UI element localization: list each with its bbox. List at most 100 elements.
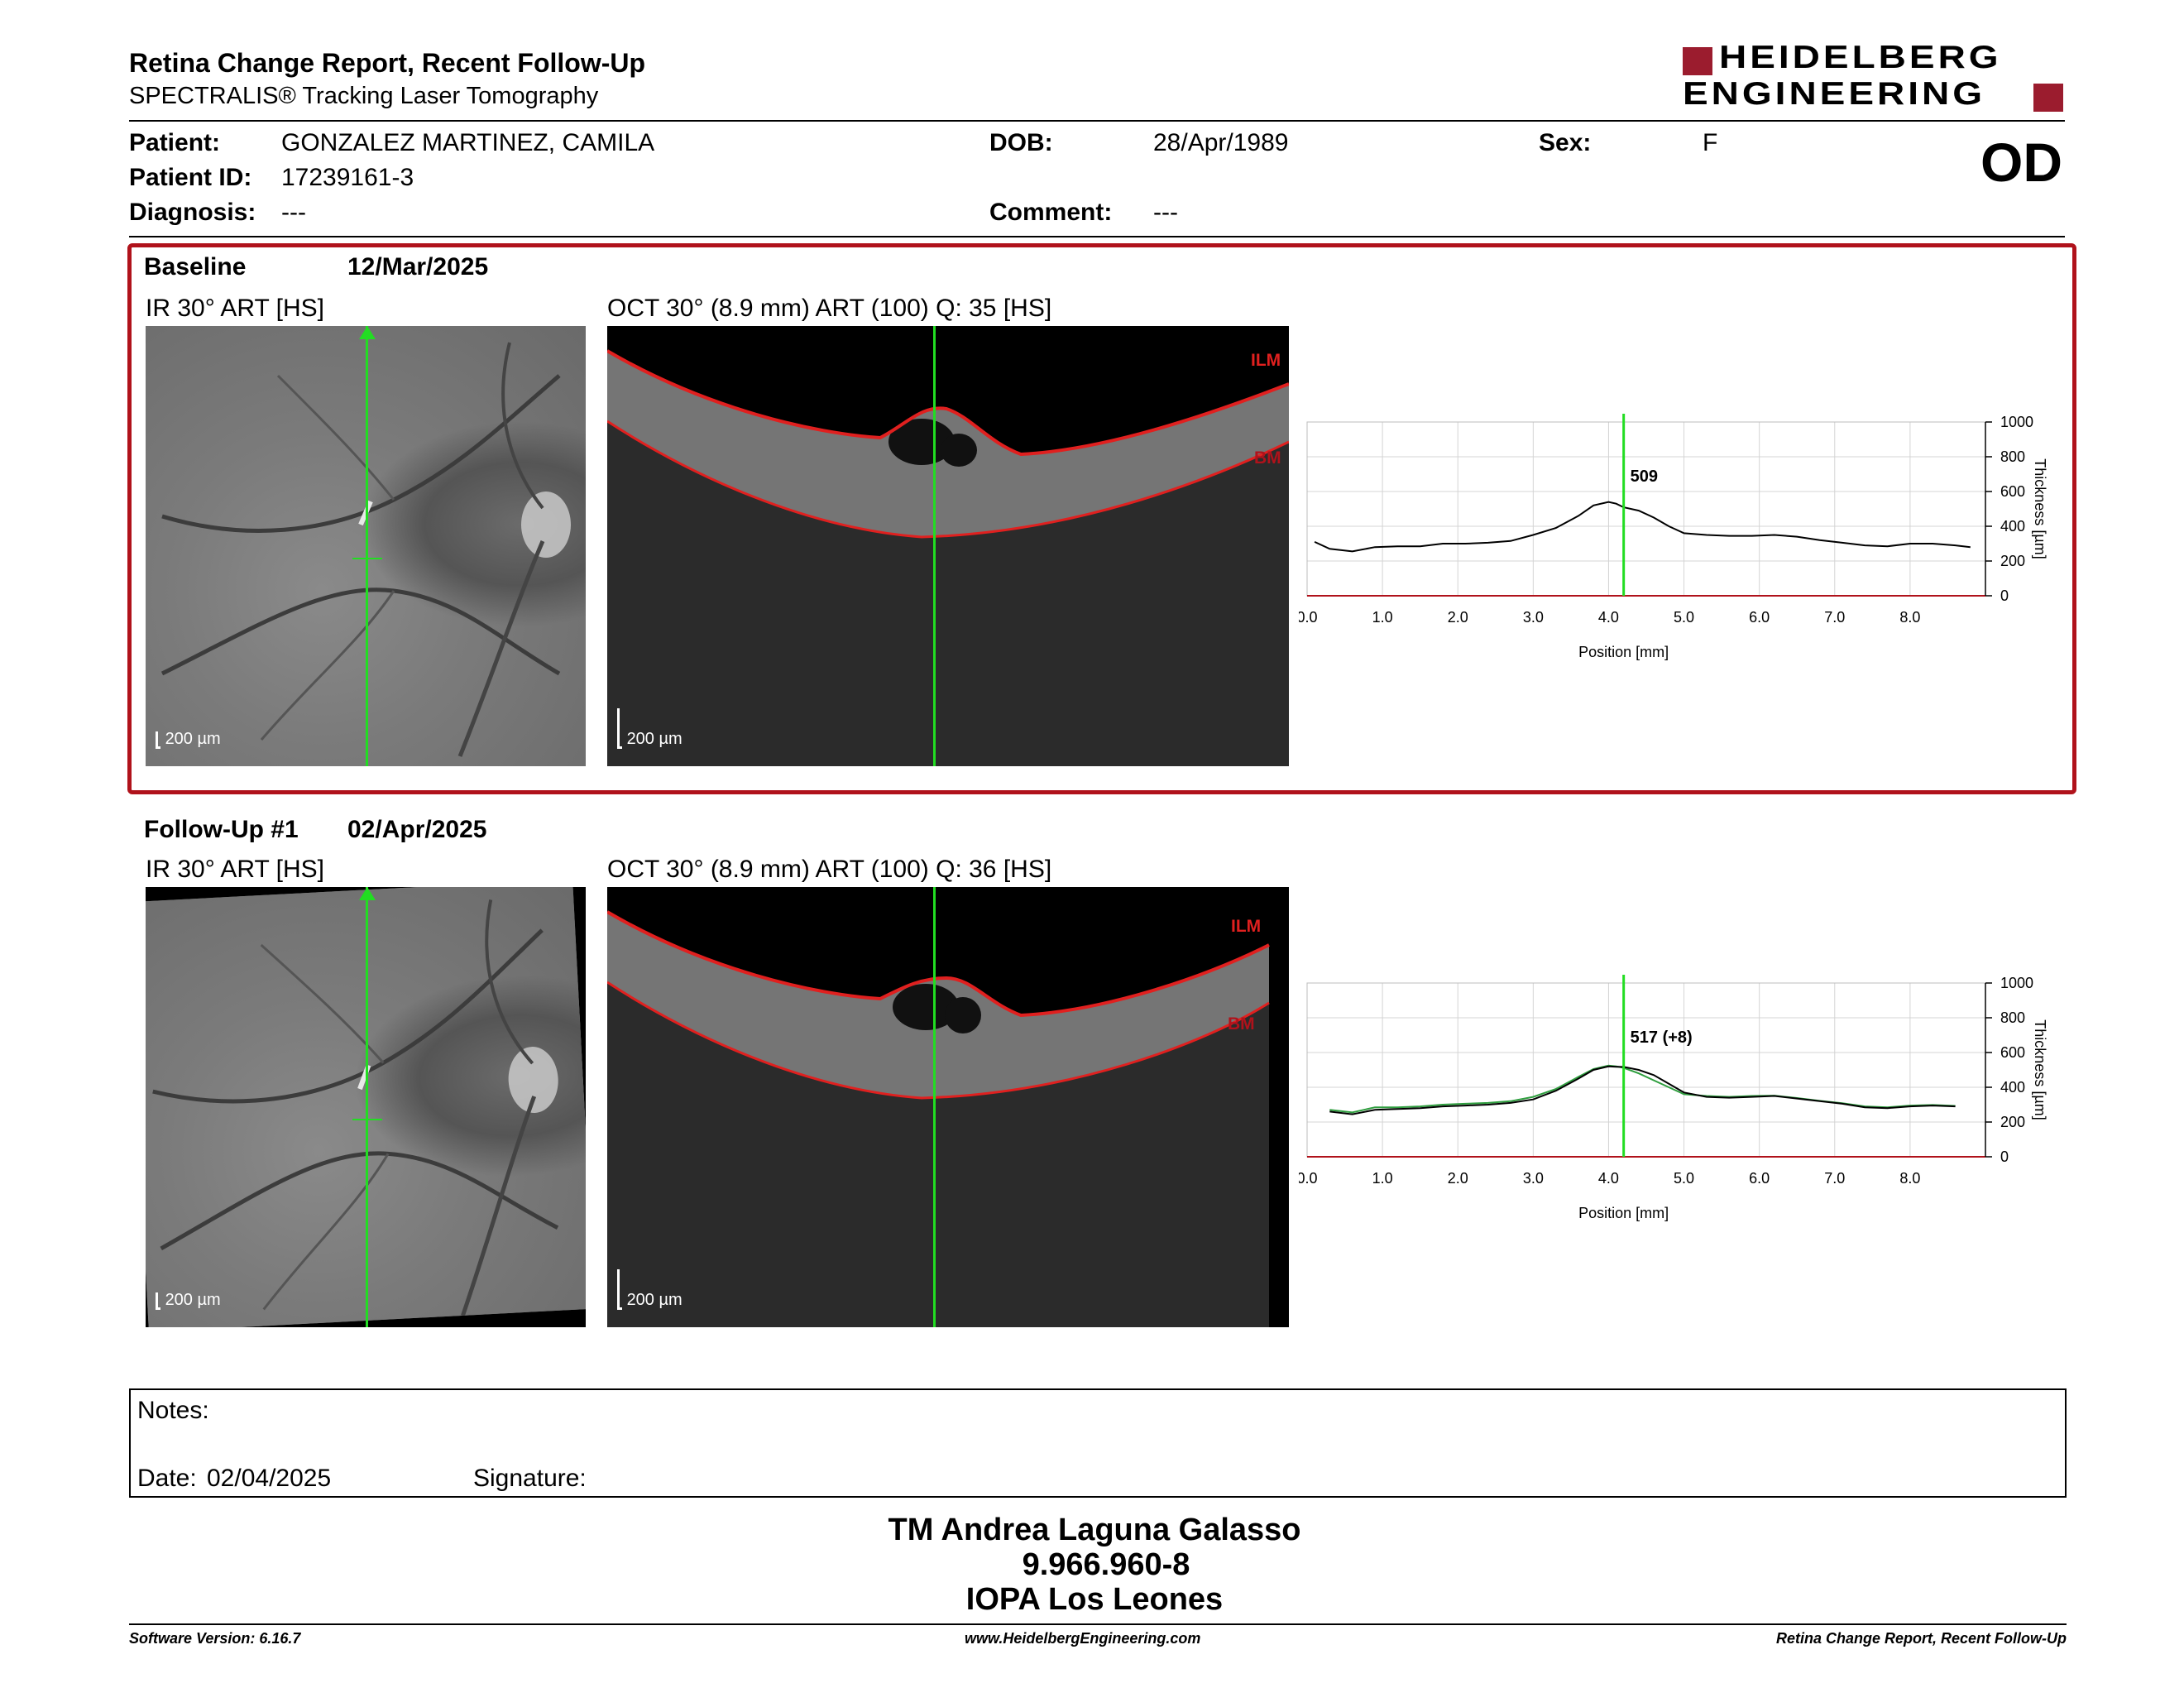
- followup-ir-rotated-fundus: [146, 887, 586, 1327]
- baseline-chart-ytick-label: 400: [2000, 518, 2025, 535]
- followup-thickness-chart: 0 200 400 600 800 1000 0.0 1.0 2.0 3.0 4.0 5.0 6.0 7.…: [1299, 975, 2048, 1221]
- baseline-fundus-vessels: [160, 342, 571, 757]
- baseline-chart-xtick-label: 6.0: [1749, 609, 1770, 626]
- followup-date: 02/Apr/2025: [347, 816, 487, 843]
- followup-chart-xtick-label: 4.0: [1598, 1170, 1619, 1187]
- baseline-chart-xtick-label: 5.0: [1674, 609, 1694, 626]
- footer-divider: [129, 1623, 2067, 1625]
- footer-website-link[interactable]: www.HeidelbergEngineering.com: [965, 1630, 1201, 1647]
- followup-oct-image[interactable]: ILM BM 200 µm: [607, 887, 1289, 1327]
- patient-id-label: Patient ID:: [129, 164, 252, 191]
- baseline-fovea-marker: [352, 558, 382, 559]
- report-title: Retina Change Report, Recent Follow-Up: [129, 48, 646, 78]
- patient-divider: [129, 236, 2065, 237]
- followup-ir-title: IR 30° ART [HS]: [146, 856, 324, 883]
- followup-ir-scan-arrow: [359, 887, 376, 900]
- eye-label: OD: [1980, 132, 2062, 193]
- baseline-chart-xtick-label: 3.0: [1523, 609, 1544, 626]
- followup-chart-xtick-label: 8.0: [1899, 1170, 1920, 1187]
- report-subtitle: SPECTRALIS® Tracking Laser Tomography: [129, 83, 599, 109]
- logo-red-block-bottom: [2033, 84, 2063, 112]
- dob-value: 28/Apr/1989: [1153, 129, 1289, 156]
- baseline-ir-image[interactable]: 200 µm: [146, 326, 586, 766]
- logo-line1: HEIDELBERG: [1719, 38, 2002, 75]
- baseline-oct-image[interactable]: ILM BM 200 µm: [607, 326, 1289, 766]
- signer-id: 9.966.960-8: [1022, 1547, 1190, 1582]
- signer-name: TM Andrea Laguna Galasso: [888, 1513, 1301, 1547]
- baseline-chart-marker-label: 509: [1631, 468, 1658, 486]
- baseline-ir-title: IR 30° ART [HS]: [146, 295, 324, 322]
- baseline-oct-scale-text: 200 µm: [626, 730, 682, 748]
- sex-value: F: [1703, 129, 1718, 156]
- baseline-chart-xtick-label: 4.0: [1598, 609, 1619, 626]
- followup-ir-scale-text: 200 µm: [165, 1291, 221, 1309]
- baseline-label: Baseline: [144, 253, 247, 281]
- footer-report-name: Retina Change Report, Recent Follow-Up: [1775, 1630, 2067, 1647]
- scale-bracket-icon: [156, 731, 160, 749]
- diagnosis-label: Diagnosis:: [129, 199, 256, 226]
- baseline-chart-ytick-label: 1000: [2000, 414, 2033, 430]
- sex-label: Sex:: [1539, 129, 1592, 156]
- followup-chart-ytick-label: 600: [2000, 1044, 2025, 1061]
- followup-chart-xtick-label: 5.0: [1674, 1170, 1694, 1187]
- baseline-chart-ytick-label: 0: [2000, 587, 2009, 604]
- patient-id: 17239161-3: [281, 164, 414, 191]
- followup-oct-bscan: [607, 910, 1270, 1327]
- followup-ir-image[interactable]: 200 µm: [146, 887, 586, 1327]
- followup-ir-scan-line: [366, 887, 368, 1327]
- footer-software-version: Software Version: 6.16.7: [129, 1630, 301, 1647]
- date-label: Date:: [137, 1465, 197, 1492]
- baseline-oct-title: OCT 30° (8.9 mm) ART (100) Q: 35 [HS]: [607, 295, 1052, 322]
- baseline-chart-series-line: [1314, 501, 1971, 553]
- followup-oct-scalebar: 200 µm: [617, 1269, 682, 1310]
- followup-oct-scan-line: [933, 887, 936, 1327]
- baseline-ilm-label: ILM: [1251, 351, 1281, 370]
- followup-bm-label: BM: [1228, 1014, 1255, 1033]
- followup-chart-xtick-label: 1.0: [1372, 1170, 1393, 1187]
- baseline-chart-plot-frame: [1306, 421, 1986, 597]
- followup-chart-ytick-label: 800: [2000, 1009, 2025, 1026]
- baseline-frame: [127, 243, 2076, 794]
- followup-fovea-marker: [352, 1119, 382, 1120]
- signer-institution: IOPA Los Leones: [965, 1582, 1224, 1617]
- followup-label: Follow-Up #1: [144, 816, 299, 843]
- baseline-chart-xtick-label: 0.0: [1299, 609, 1318, 626]
- notes-box: Notes: Date: 02/04/2025 Signature:: [129, 1388, 2067, 1498]
- baseline-chart-xtick-label: 7.0: [1824, 609, 1845, 626]
- followup-chart-xtick-label: 7.0: [1824, 1170, 1845, 1187]
- followup-chart-ytick-label: 0: [2000, 1149, 2009, 1165]
- baseline-chart-xtick-label: 1.0: [1372, 609, 1393, 626]
- followup-chart-series-line: [1329, 1065, 1956, 1115]
- scale-bracket-icon: [617, 708, 622, 749]
- followup-oct-scale-text: 200 µm: [626, 1291, 682, 1309]
- date-value: 02/04/2025: [207, 1465, 332, 1492]
- header-divider: [129, 120, 2065, 122]
- baseline-ir-scalebar: 200 µm: [156, 730, 221, 749]
- logo-red-block-top: [1683, 47, 1712, 75]
- notes-label: Notes:: [137, 1397, 209, 1424]
- followup-chart-marker-label: 517 (+8): [1631, 1029, 1693, 1047]
- followup-chart-xtick-label: 6.0: [1749, 1170, 1770, 1187]
- signature-label: Signature:: [473, 1465, 587, 1492]
- baseline-chart-xaxis-label: Position [mm]: [1578, 644, 1669, 660]
- followup-chart-xtick-label: 0.0: [1299, 1170, 1318, 1187]
- baseline-oct-bscan: [607, 349, 1289, 766]
- baseline-chart-xtick-label: 2.0: [1448, 609, 1468, 626]
- dob-label: DOB:: [989, 129, 1053, 156]
- scale-bracket-icon: [156, 1292, 160, 1310]
- comment-value: ---: [1153, 199, 1178, 226]
- followup-ir-scalebar: 200 µm: [156, 1291, 221, 1310]
- baseline-chart-ytick-label: 800: [2000, 448, 2025, 465]
- baseline-date: 12/Mar/2025: [347, 253, 489, 281]
- baseline-oct-scan-line: [933, 326, 936, 766]
- baseline-chart-ytick-label: 600: [2000, 483, 2025, 500]
- baseline-bm-label: BM: [1254, 448, 1281, 468]
- heidelberg-logo: HEIDELBERG ENGINEERING: [1683, 41, 2063, 115]
- patient-label: Patient:: [129, 129, 221, 156]
- followup-chart-ytick-label: 200: [2000, 1114, 2025, 1130]
- logo-line2: ENGINEERING: [1683, 74, 1986, 112]
- followup-chart-xtick-label: 3.0: [1523, 1170, 1544, 1187]
- baseline-oct-scalebar: 200 µm: [617, 708, 682, 749]
- followup-chart-ytick-label: 1000: [2000, 975, 2033, 991]
- followup-chart-xtick-label: 2.0: [1448, 1170, 1468, 1187]
